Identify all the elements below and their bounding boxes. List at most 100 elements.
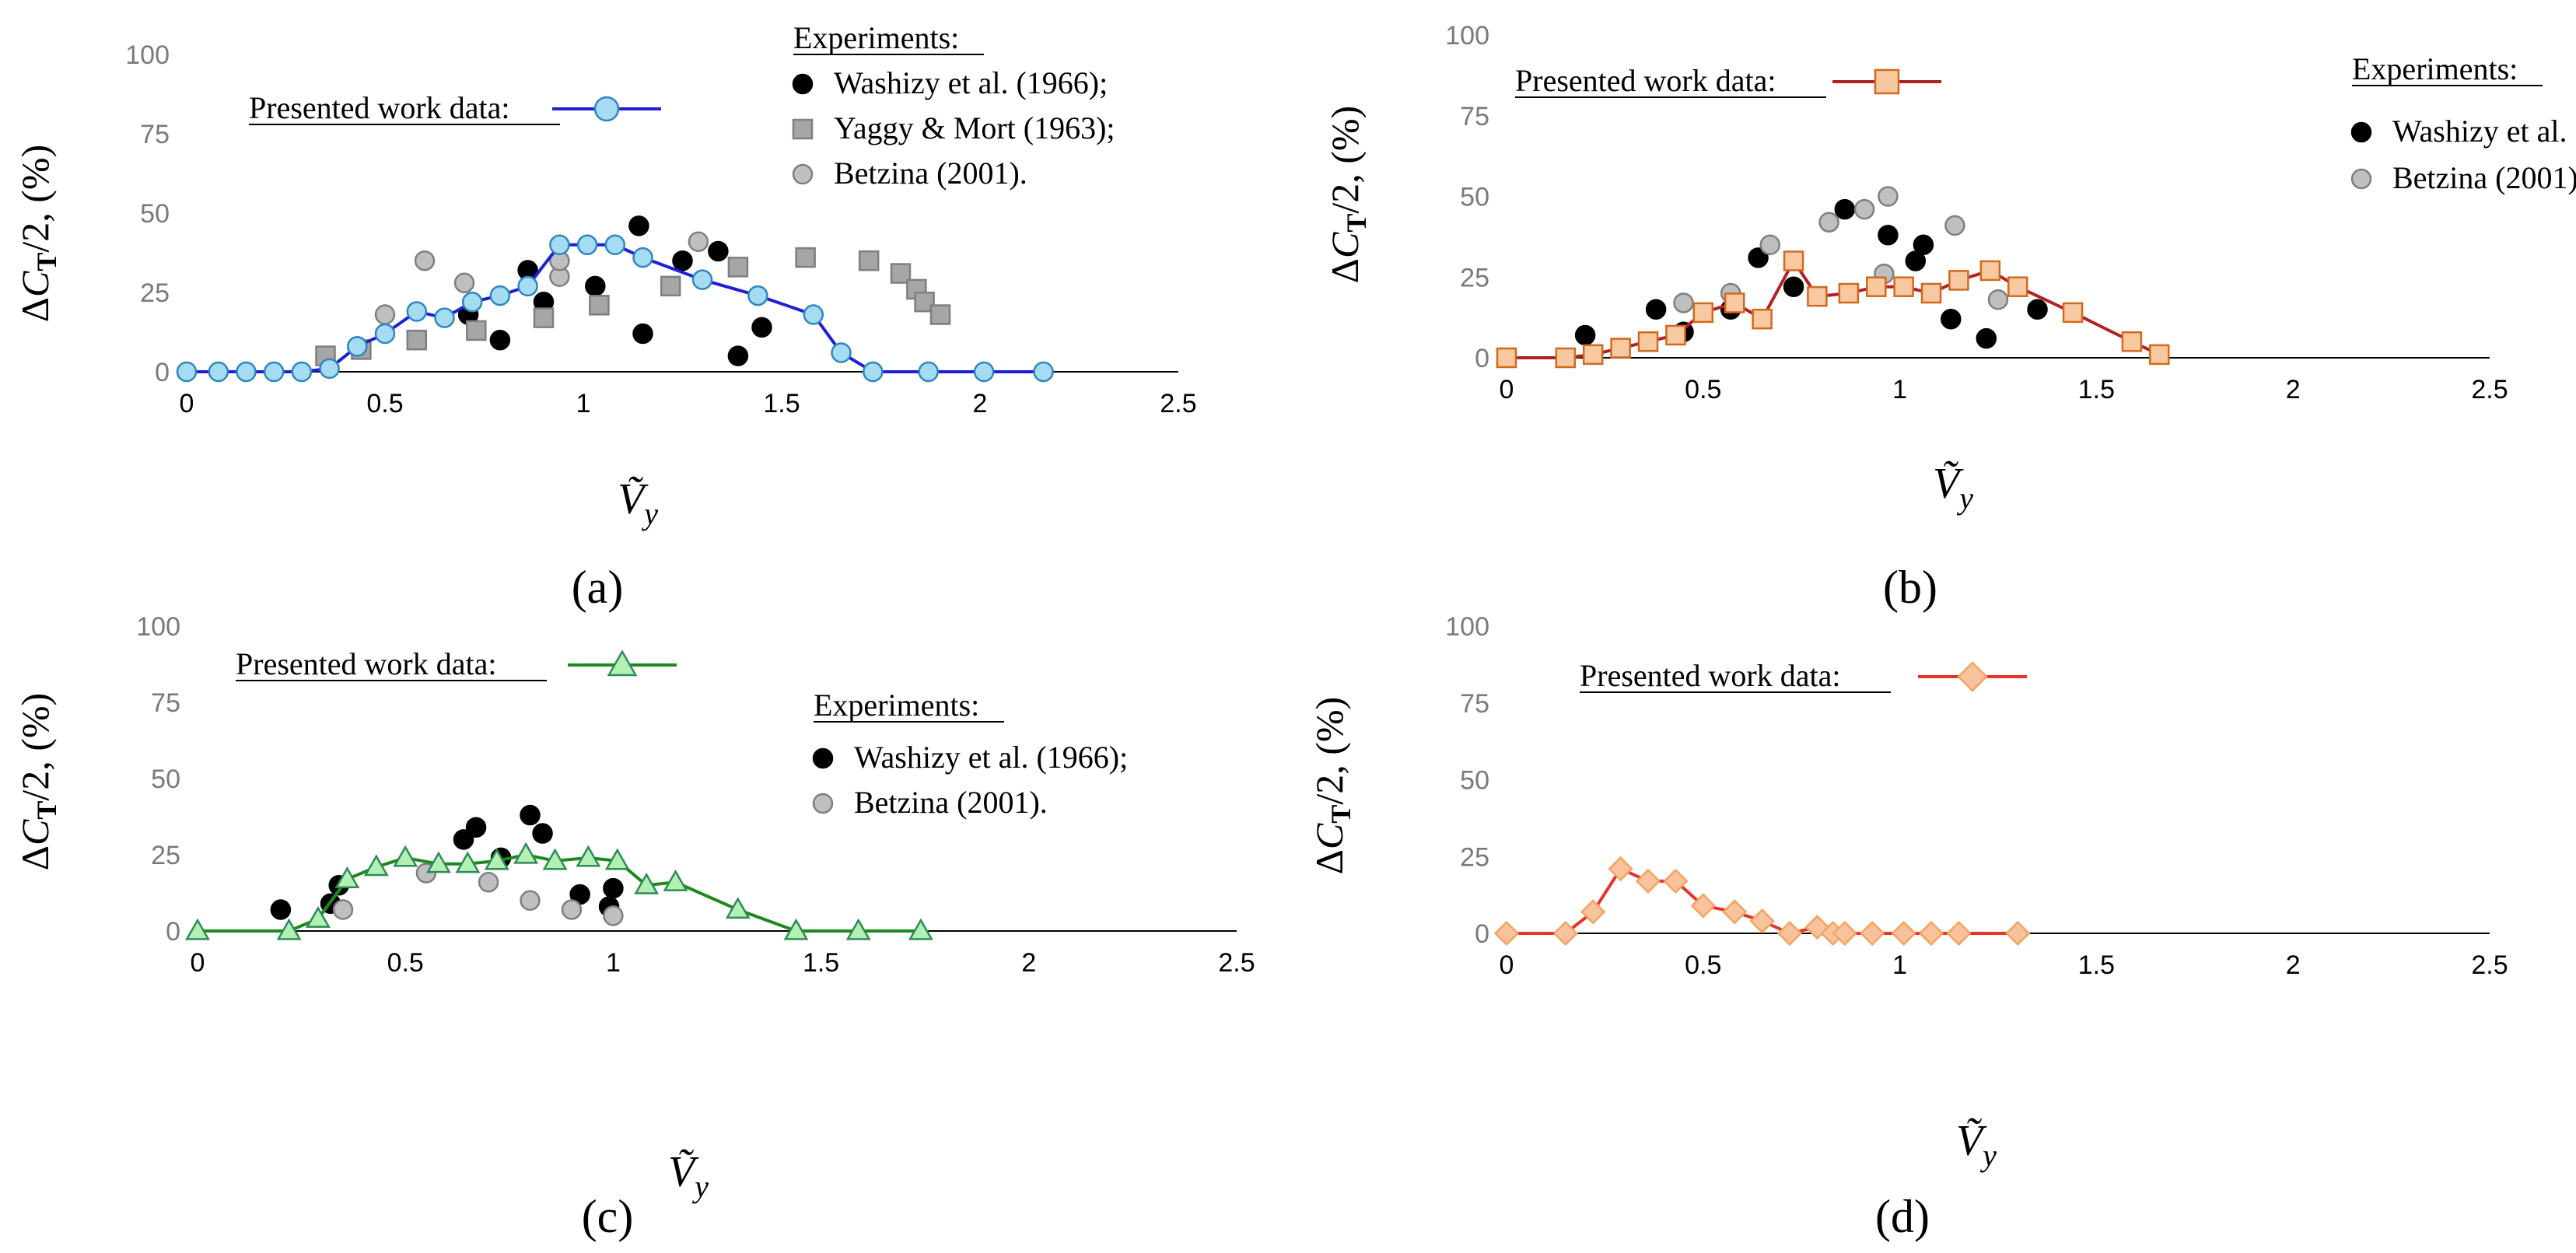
scatter-point-washizy [465, 817, 487, 838]
x-tick-label: 2 [2286, 375, 2301, 404]
data-point [747, 285, 768, 306]
data-point [1946, 920, 1972, 947]
data-point [2121, 331, 2143, 352]
scatter-point-washizy [1913, 234, 1934, 255]
data-point [425, 851, 451, 873]
y-tick-label: 0 [1475, 919, 1489, 949]
scatter-point-washizy [1834, 198, 1856, 220]
legend-marker [1874, 68, 1900, 95]
legend-marker [1957, 661, 1988, 692]
x-tick-label: 0 [1500, 950, 1514, 980]
chart-b: 0 0.5 1 1.5 2 2.5 0 25 50 75 100 ΔCT/2, (%) Ṽy (b) Pr… [1323, 21, 2576, 613]
data-point [1838, 282, 1860, 304]
y-tick-label: 25 [140, 278, 170, 308]
x-tick-label: 2.5 [1160, 389, 1196, 418]
scatter-point-betzina [374, 304, 396, 325]
scatter-point-washizy [1941, 308, 1962, 330]
scatter-point-yaggy [466, 320, 487, 341]
data-point [2062, 302, 2084, 324]
y-tick-label: 25 [1460, 842, 1489, 872]
data-point [576, 845, 601, 867]
legend-marker-washizy [2350, 121, 2372, 143]
legend-main-label: Presented work data: [249, 90, 509, 125]
scatter-point-yaggy [660, 275, 681, 297]
scatter-point-betzina [1759, 234, 1781, 255]
chart-panel-c: 0 0.5 1 1.5 2 2.5 0 25 50 75 100 ΔCT/2, (%) Ṽy (c) Pr… [0, 612, 1288, 1252]
x-tick-label: 1.5 [2078, 950, 2115, 980]
data-point [1692, 302, 1714, 324]
scatter-point-washizy [628, 215, 649, 236]
data-point [334, 866, 360, 888]
data-point [918, 361, 939, 383]
data-point [549, 234, 570, 256]
data-point [1783, 250, 1804, 271]
scatter-point-washizy [2027, 299, 2048, 320]
scatter-point-washizy [453, 829, 474, 850]
scatter-point-yaggy [858, 250, 880, 271]
x-tick-label: 1.5 [2078, 375, 2115, 404]
legend-main-label: Presented work data: [1580, 658, 1840, 693]
panel-label: (a) [572, 562, 624, 613]
data-point [1722, 899, 1748, 925]
scatter-point-washizy [1574, 324, 1596, 346]
y-tick-label: 0 [166, 917, 180, 947]
data-point [1948, 270, 1969, 291]
scatter-point-yaggy [795, 247, 816, 268]
data-point [1635, 868, 1661, 894]
legend-marker-betzina [792, 163, 814, 185]
x-tick-label: 2 [2286, 950, 2301, 980]
data-point [1776, 920, 1803, 947]
data-point [803, 304, 824, 325]
scatter-point-betzina [520, 890, 541, 912]
svg-text:ΔCT/2, (%): ΔCT/2, (%) [13, 145, 62, 322]
y-axis-label: ΔCT/2, (%) [1307, 697, 1356, 874]
legend-experiments-title: Experiments: [793, 20, 959, 55]
scatter-point-washizy [489, 329, 511, 351]
scatter-point-betzina [1818, 212, 1839, 233]
data-point [604, 234, 626, 256]
scatter-point-washizy [1645, 299, 1667, 320]
x-tick-label: 2 [973, 389, 988, 418]
data-point [2149, 344, 2170, 366]
scatter-point-betzina [561, 899, 583, 920]
data-point [576, 234, 598, 256]
y-tick-label: 0 [155, 358, 170, 387]
svg-text:Ṽy: Ṽy [668, 1148, 709, 1204]
data-point [831, 342, 852, 363]
data-point [1582, 344, 1604, 366]
data-point [1918, 920, 1944, 947]
x-tick-label: 1 [576, 389, 591, 418]
data-point [236, 361, 257, 383]
legend-marker-betzina [812, 793, 834, 814]
legend-item-label: Washizy et al. (1966); [2392, 114, 2576, 149]
y-axis-label: ΔCT/2, (%) [13, 145, 62, 322]
data-point [1663, 868, 1689, 894]
data-point [363, 854, 389, 877]
y-tick-label: 100 [136, 612, 180, 642]
x-tick-label: 0 [180, 389, 194, 418]
y-tick-label: 50 [140, 199, 170, 229]
y-tick-label: 50 [151, 765, 180, 794]
data-point [1610, 338, 1631, 359]
y-tick-label: 50 [1460, 183, 1489, 212]
y-tick-label: 75 [1460, 102, 1489, 131]
legend-main-label: Presented work data: [1515, 63, 1776, 98]
x-axis-label: Ṽy [1956, 1117, 1997, 1173]
scatter-point-washizy [751, 317, 772, 338]
data-point [374, 323, 396, 345]
data-point [1496, 347, 1517, 369]
y-tick-label: 100 [1445, 21, 1489, 51]
chart-panel-d: 0 0.5 1 1.5 2 2.5 0 25 50 75 100 ΔCT/2, (%) Ṽy (d) Pr… [1288, 612, 2576, 1252]
y-tick-label: 25 [1460, 263, 1489, 292]
data-point [455, 851, 481, 873]
x-tick-label: 2.5 [2471, 950, 2508, 980]
data-point [663, 869, 688, 891]
data-point [1749, 908, 1775, 934]
svg-text:ΔCT/2, (%): ΔCT/2, (%) [1323, 106, 1372, 283]
data-point [845, 918, 871, 940]
data-point [263, 361, 285, 383]
data-point [691, 269, 713, 290]
y-axis-label: ΔCT/2, (%) [13, 693, 62, 870]
panel-label: (d) [1875, 1191, 1930, 1242]
panel-label: (c) [582, 1191, 634, 1242]
